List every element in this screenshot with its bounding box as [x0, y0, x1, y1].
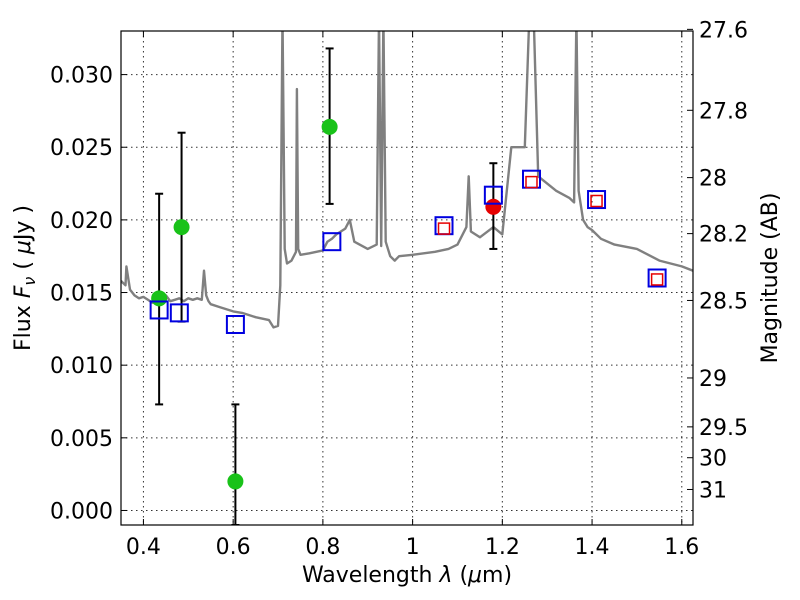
model-square	[587, 190, 607, 210]
x-axis-unit-open: (	[452, 563, 468, 588]
right-tick-label: 29	[699, 367, 727, 392]
right-tick-label: 28.5	[699, 289, 748, 314]
x-tick-label: 1.6	[664, 535, 699, 560]
right-tick-label: 28	[699, 167, 727, 192]
x-tick-label: 0.6	[216, 535, 251, 560]
model-square	[647, 268, 667, 288]
x-tick-label: 0.4	[126, 535, 161, 560]
right-tick-label: 27.6	[699, 18, 748, 43]
x-tick-label: 1.4	[575, 535, 610, 560]
right-tick-label: 31	[699, 478, 727, 503]
data-point	[321, 118, 338, 135]
y-tick-label: 0.020	[50, 209, 113, 234]
x-axis-lambda: λ	[438, 563, 452, 588]
plot-area	[121, 31, 693, 525]
y-tick-label: 0.015	[50, 282, 113, 307]
y-tick-label: 0.030	[50, 64, 113, 89]
right-tick-label: 29.5	[699, 416, 748, 441]
y-axis-F: F	[11, 285, 36, 298]
x-tick-label: 0.8	[305, 535, 340, 560]
right-tick-label: 28.2	[699, 223, 748, 248]
plot-frame	[120, 30, 694, 526]
model-square	[169, 303, 189, 323]
model-square-red	[650, 273, 664, 286]
x-tick-label: 1	[406, 535, 420, 560]
tick-labels: 0.4 0.6 0.8 1 1.2 1.4 1.6 0.000 0.005 0.010 0.015 0…	[50, 18, 748, 560]
x-axis-unit-close: m)	[482, 563, 512, 588]
model-square	[322, 232, 342, 252]
model-square	[483, 185, 503, 205]
data-point	[485, 198, 502, 215]
y-axis-unit-close: Jy )	[11, 205, 36, 242]
data-point	[173, 219, 190, 236]
y-axis-unit-open: (	[11, 254, 36, 277]
model-square	[149, 300, 169, 320]
y-tick-label: 0.000	[50, 499, 113, 524]
y-tick-label: 0.025	[50, 136, 113, 161]
data-point	[151, 290, 168, 307]
x-axis-mu: μ	[467, 563, 482, 588]
y-axis-label-text: Flux	[11, 298, 36, 351]
x-axis-label-text: Wavelength	[302, 563, 440, 588]
axis-ticks	[121, 28, 693, 525]
model-square	[225, 314, 245, 334]
right-tick-label: 30	[699, 447, 727, 472]
model-square-red	[590, 194, 603, 208]
right-axis-label: Magnitude (AB)	[758, 193, 783, 364]
y-axis-label: Flux Fν ( μJy )	[11, 205, 39, 351]
x-tick-label: 1.2	[485, 535, 520, 560]
y-axis-nu: ν	[20, 277, 39, 286]
model-square-red	[437, 222, 451, 235]
right-tick-label: 27.8	[699, 99, 748, 124]
spectrum-line	[121, 31, 693, 329]
y-tick-label: 0.010	[50, 354, 113, 379]
data-point	[227, 473, 244, 490]
y-tick-label: 0.005	[50, 427, 113, 452]
x-axis-label: Wavelength λ (μm)	[302, 563, 512, 588]
grid	[121, 31, 693, 525]
model-square-red	[525, 175, 538, 189]
y-axis-mu: μ	[11, 240, 36, 255]
